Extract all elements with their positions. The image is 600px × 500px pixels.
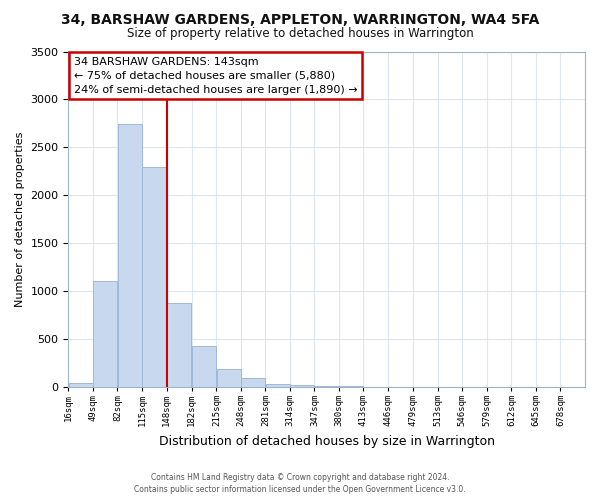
Bar (93, 280, 117, 387)
Bar (118, 124, 142, 387)
Y-axis label: Number of detached properties: Number of detached properties (15, 132, 25, 307)
Bar (266, 384, 290, 387)
Text: Contains HM Land Registry data © Crown copyright and database right 2024.
Contai: Contains HM Land Registry data © Crown c… (134, 472, 466, 494)
Text: Size of property relative to detached houses in Warrington: Size of property relative to detached ho… (127, 28, 473, 40)
Bar (142, 166, 166, 387)
Bar (290, 384, 314, 387)
Bar (69, 383, 92, 387)
Bar (241, 378, 265, 387)
Text: 34 BARSHAW GARDENS: 143sqm
← 75% of detached houses are smaller (5,880)
24% of s: 34 BARSHAW GARDENS: 143sqm ← 75% of deta… (74, 56, 357, 94)
Bar (192, 346, 216, 387)
Bar (315, 386, 338, 387)
Bar (167, 302, 191, 387)
Text: 34, BARSHAW GARDENS, APPLETON, WARRINGTON, WA4 5FA: 34, BARSHAW GARDENS, APPLETON, WARRINGTO… (61, 12, 539, 26)
X-axis label: Distribution of detached houses by size in Warrington: Distribution of detached houses by size … (159, 434, 495, 448)
Bar (217, 369, 241, 387)
